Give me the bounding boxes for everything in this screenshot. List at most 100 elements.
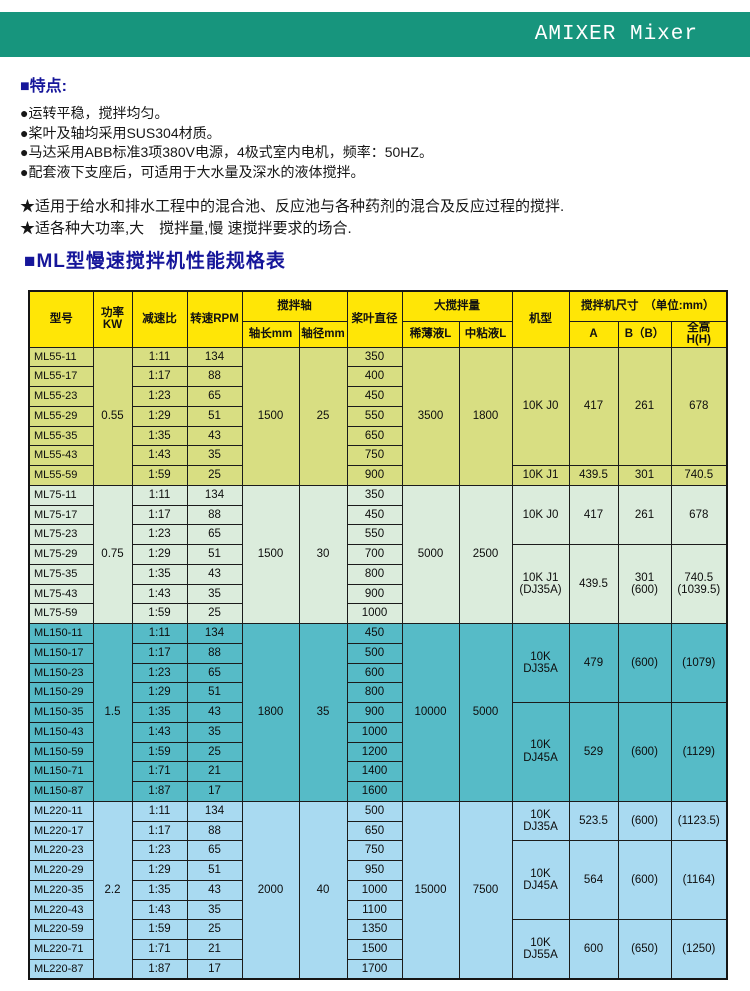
cell-blade: 650 bbox=[346, 820, 403, 842]
cell-rpm: 35 bbox=[186, 899, 243, 921]
cell-model: ML75-17 bbox=[28, 504, 94, 526]
cell-rpm: 88 bbox=[186, 642, 243, 664]
cell-ratio: 1:23 bbox=[131, 840, 188, 861]
cell-blade: 950 bbox=[346, 860, 403, 881]
cell-blade: 1400 bbox=[346, 761, 403, 782]
cell-shaft-dia: 25 bbox=[298, 346, 348, 486]
cell-model: ML75-23 bbox=[28, 524, 94, 545]
cell-machine-type: 10K J0 bbox=[511, 484, 570, 546]
table-row: ML220-23 1:23 65 750 10K DJ45A 564 (600) (1164) bbox=[28, 840, 728, 921]
cell-dim-b: (600) bbox=[617, 702, 672, 802]
cell-machine-type: 10K DJ35A bbox=[511, 800, 570, 842]
cell-dim-h: 678 bbox=[670, 484, 728, 546]
cell-power: 1.5 bbox=[92, 623, 133, 802]
th-size-group: 搅拌机尺寸 （单位:mm） bbox=[568, 290, 728, 322]
cell-ratio: 1:23 bbox=[131, 662, 188, 684]
spec-table-container: 型号 功率KW 减速比 转速RPM 搅拌轴 桨叶直径 大搅拌量 机型 搅拌机尺寸… bbox=[28, 290, 729, 980]
cell-model: ML150-35 bbox=[28, 702, 94, 723]
spec-table-body: ML55-11 0.55 1:11 134 1500 25 350 3500 1800 10K J… bbox=[28, 346, 728, 980]
cell-blade: 1350 bbox=[346, 919, 403, 940]
cell-rpm: 65 bbox=[186, 386, 243, 407]
cell-rpm: 43 bbox=[186, 425, 243, 447]
table-row: ML150-35 1:35 43 900 10K DJ45A 529 (600) (1129) bbox=[28, 702, 728, 802]
th-blade: 桨叶直径 bbox=[346, 290, 403, 348]
table-row: ML150-87 1:87 17 1600 bbox=[28, 781, 727, 802]
feature-item: ●运转平稳，搅拌均匀。 bbox=[20, 105, 169, 121]
th-thin: 稀薄液L bbox=[401, 320, 460, 348]
table-row: ML55-59 1:59 25 900 10K J1 439.5 301 740.5 bbox=[28, 465, 728, 486]
cell-blade: 650 bbox=[346, 425, 403, 447]
cell-rpm: 51 bbox=[186, 860, 243, 881]
cell-ratio: 1:17 bbox=[131, 642, 188, 664]
cell-rpm: 88 bbox=[186, 366, 243, 387]
cell-viscous-liquid: 7500 bbox=[458, 800, 513, 980]
cell-dim-h: (1164) bbox=[670, 840, 728, 921]
cell-ratio: 1:43 bbox=[131, 899, 188, 921]
table-row: ML55-17 1:17 88 400 bbox=[28, 366, 727, 387]
cell-dim-b: (650) bbox=[617, 919, 672, 980]
cell-ratio: 1:43 bbox=[131, 721, 188, 743]
table-row: ML220-59 1:59 25 1350 10K DJ55A 600 (650) (1250… bbox=[28, 919, 728, 980]
cell-rpm: 51 bbox=[186, 682, 243, 703]
table-row: ML55-43 1:43 35 750 bbox=[28, 445, 727, 466]
cell-model: ML220-71 bbox=[28, 939, 94, 960]
cell-model: ML150-59 bbox=[28, 741, 94, 763]
cell-model: ML55-11 bbox=[28, 346, 94, 368]
cell-blade: 800 bbox=[346, 682, 403, 703]
cell-blade: 1000 bbox=[346, 879, 403, 901]
cell-blade: 1500 bbox=[346, 939, 403, 960]
table-row: ML75-59 1:59 25 1000 bbox=[28, 603, 727, 624]
cell-thin-liquid: 15000 bbox=[401, 800, 460, 980]
cell-model: ML150-17 bbox=[28, 642, 94, 664]
cell-dim-a: 523.5 bbox=[568, 800, 619, 842]
cell-model: ML220-43 bbox=[28, 899, 94, 921]
cell-machine-type: 10K DJ35A bbox=[511, 623, 570, 703]
cell-rpm: 88 bbox=[186, 504, 243, 526]
cell-ratio: 1:59 bbox=[131, 919, 188, 940]
cell-blade: 500 bbox=[346, 800, 403, 822]
cell-rpm: 25 bbox=[186, 919, 243, 940]
table-row: ML55-35 1:35 43 650 bbox=[28, 425, 727, 447]
table-row: ML150-17 1:17 88 500 bbox=[28, 642, 727, 664]
cell-blade: 1000 bbox=[346, 603, 403, 624]
features-title: ■特点: bbox=[20, 78, 67, 95]
cell-rpm: 134 bbox=[186, 623, 243, 644]
cell-ratio: 1:17 bbox=[131, 820, 188, 842]
table-row: ML220-35 1:35 43 1000 bbox=[28, 879, 727, 901]
cell-dim-h: (1129) bbox=[670, 702, 728, 802]
cell-blade: 450 bbox=[346, 386, 403, 407]
th-shaft-group: 搅拌轴 bbox=[241, 290, 348, 322]
cell-dim-b: 301 (600) bbox=[617, 544, 672, 624]
cell-dim-h: 740.5 bbox=[670, 465, 728, 486]
spec-table: 型号 功率KW 减速比 转速RPM 搅拌轴 桨叶直径 大搅拌量 机型 搅拌机尺寸… bbox=[28, 290, 729, 980]
cell-dim-b: 261 bbox=[617, 346, 672, 466]
feature-item: ●桨叶及轴均采用SUS304材质。 bbox=[20, 124, 221, 141]
cell-ratio: 1:87 bbox=[131, 958, 188, 980]
cell-model: ML220-59 bbox=[28, 919, 94, 940]
cell-thin-liquid: 10000 bbox=[401, 623, 460, 802]
cell-viscous-liquid: 2500 bbox=[458, 484, 513, 625]
cell-dim-h: (1123.5) bbox=[670, 800, 728, 842]
th-volume-group: 大搅拌量 bbox=[401, 290, 513, 322]
cell-machine-type: 10K J0 bbox=[511, 346, 570, 466]
cell-blade: 350 bbox=[346, 346, 403, 368]
cell-blade: 1600 bbox=[346, 781, 403, 802]
cell-rpm: 65 bbox=[186, 524, 243, 545]
cell-rpm: 134 bbox=[186, 484, 243, 506]
cell-model: ML75-35 bbox=[28, 563, 94, 585]
cell-machine-type: 10K J1 (DJ35A) bbox=[511, 544, 570, 624]
table-row: ML150-59 1:59 25 1200 bbox=[28, 741, 727, 763]
cell-rpm: 25 bbox=[186, 603, 243, 624]
cell-model: ML220-29 bbox=[28, 860, 94, 881]
cell-shaft-dia: 30 bbox=[298, 484, 348, 625]
table-row: ML75-29 1:29 51 700 10K J1 (DJ35A) 439.5 301 (… bbox=[28, 544, 728, 624]
cell-blade: 1100 bbox=[346, 899, 403, 921]
cell-ratio: 1:35 bbox=[131, 702, 188, 723]
cell-ratio: 1:23 bbox=[131, 524, 188, 545]
cell-rpm: 35 bbox=[186, 445, 243, 466]
th-rpm: 转速RPM bbox=[186, 290, 243, 348]
table-row: ML55-11 0.55 1:11 134 1500 25 350 3500 1800 10K J… bbox=[28, 346, 728, 486]
th-power: 功率KW bbox=[92, 290, 133, 348]
th-dim-b: B（B） bbox=[617, 320, 672, 348]
